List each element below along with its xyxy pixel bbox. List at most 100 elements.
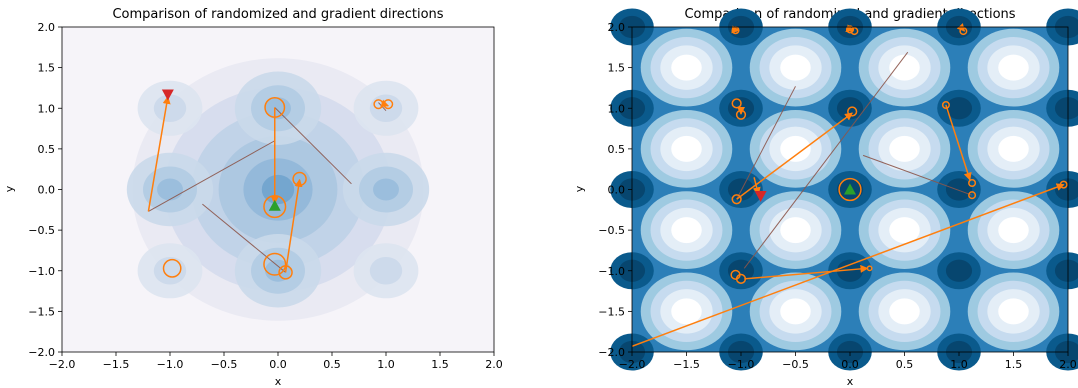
x-tick-label: 0.5 (896, 358, 914, 371)
sample-circle (838, 177, 862, 202)
random-direction-line (148, 140, 276, 212)
gradient-arrow (744, 264, 869, 280)
contour-peak (998, 217, 1029, 244)
contour-background (610, 8, 1078, 371)
y-tick-label: −1.5 (28, 305, 55, 318)
gradient-arrow (845, 24, 855, 33)
y-tick-label: 1.0 (38, 102, 56, 115)
sample-circle (735, 273, 747, 284)
contour-peak (671, 54, 702, 81)
sample-circle (263, 252, 287, 276)
y-tick-label: −1.5 (598, 305, 625, 318)
contour-peak (998, 54, 1029, 81)
sample-circle (263, 195, 287, 219)
x-axis-label: x (847, 375, 854, 388)
contour-well (153, 256, 187, 285)
optimization-paths (631, 23, 1068, 348)
right-chart: Comparison of randomized and gradient di… (573, 7, 1078, 388)
contour-peak (889, 298, 920, 325)
contour-well (157, 178, 183, 201)
random-direction-line (274, 107, 352, 185)
optimization-paths (147, 89, 394, 280)
start-marker (754, 191, 767, 202)
end-marker (268, 199, 281, 211)
sample-circle (847, 106, 858, 117)
contour-well (1054, 97, 1078, 120)
sample-circle (959, 27, 968, 36)
random-direction-line (862, 154, 973, 196)
x-tick-label: 2.0 (485, 358, 503, 371)
sample-circle (968, 191, 977, 200)
x-axis-label: x (275, 375, 282, 388)
x-tick-label: −1.5 (103, 358, 130, 371)
left-chart: Comparison of randomized and gradient di… (3, 7, 503, 388)
contour-well (945, 97, 973, 120)
y-axis-label: y (573, 185, 586, 192)
contour-peak (889, 135, 920, 162)
contour-well (153, 94, 187, 123)
random-direction-line (736, 86, 796, 200)
sample-circle (264, 96, 286, 118)
y-tick-label: 0.0 (38, 184, 56, 197)
x-tick-label: 1.5 (1005, 358, 1023, 371)
contour-peak (998, 298, 1029, 325)
contour-well (1054, 259, 1078, 282)
x-tick-label: −1.0 (728, 358, 755, 371)
contour-peak (780, 217, 811, 244)
y-tick-label: 0.5 (608, 143, 626, 156)
sample-circle (373, 99, 384, 110)
y-tick-label: −2.0 (28, 346, 55, 359)
y-tick-label: 2.0 (38, 21, 56, 34)
gradient-arrow (284, 178, 303, 273)
contour-well (945, 178, 973, 201)
y-tick-label: 1.5 (608, 62, 626, 75)
x-tick-label: −1.0 (157, 358, 184, 371)
axes: −2.0 −1.5 −1.0 −0.5 0.0 0.5 1.0 1.5 2.0 −2.0 −1.5 −… (28, 21, 502, 371)
chart-title: Comparison of randomized and gradient di… (112, 7, 443, 22)
contour-well (945, 259, 973, 282)
y-tick-label: 1.5 (38, 62, 56, 75)
sample-circle (292, 171, 307, 187)
sample-circle (383, 99, 394, 110)
sample-circle (941, 100, 950, 110)
contour-peak (671, 298, 702, 325)
y-tick-label: −0.5 (598, 224, 625, 237)
contour-well (265, 97, 291, 120)
sample-circle (850, 27, 859, 36)
x-tick-label: −2.0 (619, 358, 646, 371)
sample-circle (866, 265, 873, 272)
contour-peak (998, 135, 1029, 162)
x-tick-label: 1.5 (431, 358, 449, 371)
x-tick-label: −0.5 (782, 358, 809, 371)
y-axis-label: y (3, 185, 16, 192)
contour-peak (671, 135, 702, 162)
x-tick-label: 0.0 (841, 358, 859, 371)
y-tick-label: 2.0 (608, 21, 626, 34)
y-tick-label: 1.0 (608, 102, 626, 115)
contour-peak (889, 54, 920, 81)
x-tick-label: 0.5 (323, 358, 341, 371)
x-tick-label: 1.0 (950, 358, 968, 371)
sample-circle (1059, 180, 1068, 189)
y-tick-label: −1.0 (598, 265, 625, 278)
y-tick-label: −1.0 (28, 265, 55, 278)
contour-peak (889, 217, 920, 244)
contour-peak (780, 54, 811, 81)
contour-well (836, 259, 864, 282)
axes: −2.0 −1.5 −1.0 −0.5 0.0 0.5 1.0 1.5 2.0 −2.0 −1.5 −… (598, 21, 1076, 371)
y-tick-label: −0.5 (28, 224, 55, 237)
x-tick-label: 0.0 (269, 358, 287, 371)
random-direction-line (202, 203, 286, 273)
sample-circle (735, 109, 747, 120)
gradient-arrow (731, 25, 740, 34)
sample-circle (731, 98, 742, 109)
sample-circle (845, 25, 855, 34)
x-tick-label: −0.5 (211, 358, 238, 371)
contour-well (369, 256, 403, 285)
gradient-arrow (945, 104, 972, 181)
contour-peak (780, 135, 811, 162)
random-direction-line (743, 51, 909, 269)
sample-circle (968, 178, 977, 188)
x-tick-label: −2.0 (49, 358, 76, 371)
